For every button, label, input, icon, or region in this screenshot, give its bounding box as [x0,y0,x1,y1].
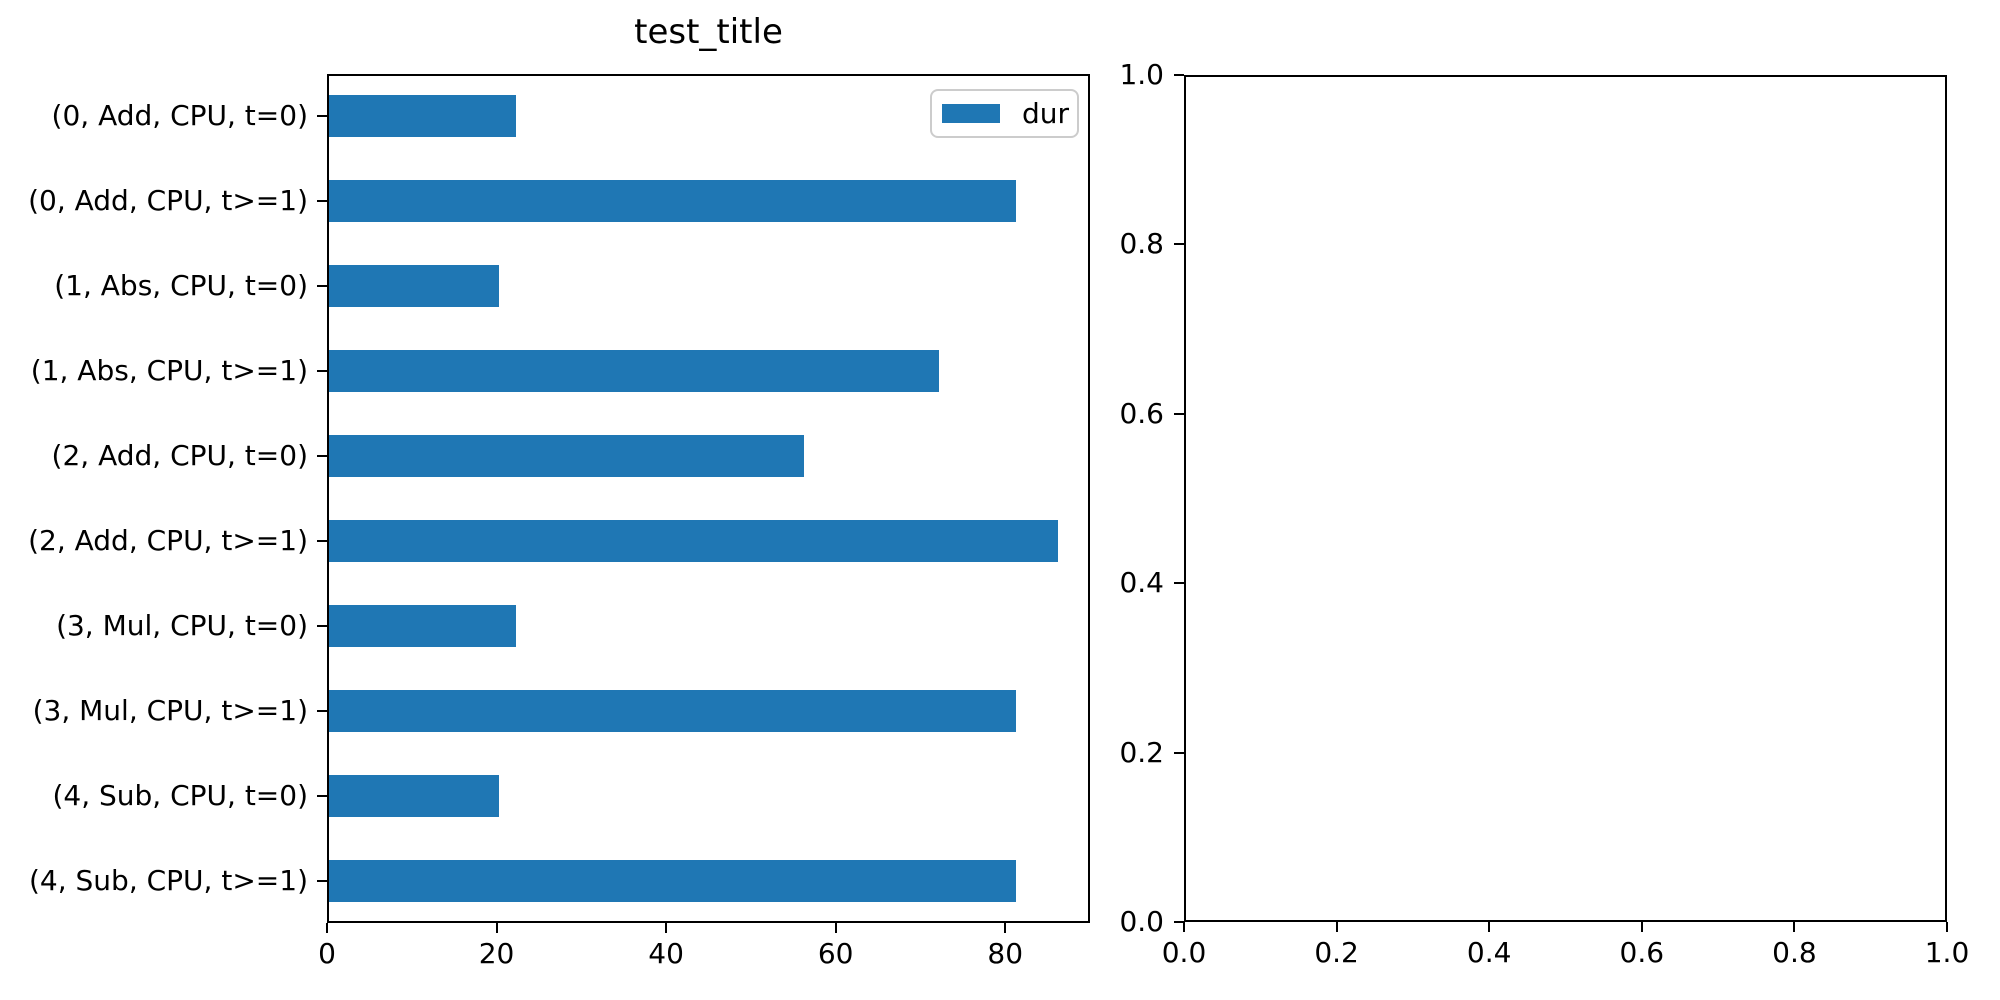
x-tick-mark [326,923,328,933]
legend: dur [930,89,1079,138]
x-tick-label: 0.4 [1466,936,1512,969]
y-tick-mark [317,370,327,373]
y-tick-mark [1174,751,1184,754]
bar [329,95,516,138]
y-tick-mark [1174,412,1184,415]
x-tick-label: 0.6 [1619,936,1665,969]
y-tick-label: (0, Add, CPU, t>=1) [28,184,308,218]
bar [329,350,940,393]
y-tick-mark [317,624,327,627]
bar [329,774,499,817]
y-tick-mark [1174,74,1184,76]
y-tick-mark [1174,243,1184,246]
y-tick-label: (3, Mul, CPU, t>=1) [32,693,308,727]
left-axes-frame [327,74,1090,923]
y-tick-mark [317,539,327,542]
x-tick-mark [1793,922,1796,932]
x-tick-label: 80 [987,937,1024,970]
legend-label: dur [1022,96,1070,130]
x-tick-mark [495,923,498,933]
y-tick-label: (0, Add, CPU, t=0) [51,99,308,133]
x-tick-mark [1640,922,1643,932]
x-tick-label: 20 [478,937,515,970]
chart-title: test_title [634,12,783,52]
x-tick-label: 60 [817,937,854,970]
bar [329,180,1016,223]
y-tick-label: 0.8 [1119,227,1164,261]
y-tick-mark [317,200,327,203]
y-tick-mark [317,794,327,797]
x-tick-label: 1.0 [1924,936,1970,969]
x-tick-mark [665,923,668,933]
x-tick-label: 0.0 [1161,936,1207,969]
y-tick-label: (3, Mul, CPU, t=0) [56,608,308,642]
bar [329,689,1016,732]
y-tick-label: (4, Sub, CPU, t=0) [52,778,308,812]
x-tick-mark [834,923,837,933]
y-tick-mark [1174,582,1184,585]
y-tick-label: (2, Add, CPU, t=0) [51,439,308,473]
x-tick-mark [1335,922,1338,932]
bar [329,435,804,478]
x-tick-label: 40 [648,937,684,970]
bar [329,604,516,647]
x-tick-mark [1183,922,1185,932]
y-tick-label: (1, Abs, CPU, t>=1) [30,354,308,388]
x-tick-mark [1004,923,1007,933]
y-tick-label: (1, Abs, CPU, t=0) [54,269,308,303]
y-tick-mark [317,455,327,458]
y-tick-mark [317,709,327,712]
y-tick-label: 0.2 [1119,735,1164,769]
bar [329,265,499,308]
y-tick-mark [317,115,327,118]
y-tick-label: (4, Sub, CPU, t>=1) [28,863,308,897]
y-tick-mark [317,285,327,288]
x-tick-label: 0 [318,937,336,970]
bar [329,519,1059,562]
y-tick-label: 0.6 [1119,396,1164,430]
y-tick-label: 0.4 [1119,566,1164,600]
x-tick-label: 0.8 [1772,936,1817,969]
bar [329,859,1016,902]
y-tick-label: 1.0 [1119,58,1164,91]
right-axes-frame [1184,75,1947,922]
legend-swatch-icon [942,104,1000,123]
x-tick-mark [1946,922,1948,932]
y-tick-label: (2, Add, CPU, t>=1) [28,523,308,557]
y-tick-mark [1174,921,1184,923]
y-tick-mark [317,879,327,882]
x-tick-mark [1488,922,1491,932]
x-tick-label: 0.2 [1314,936,1359,969]
y-tick-label: 0.0 [1119,905,1164,938]
